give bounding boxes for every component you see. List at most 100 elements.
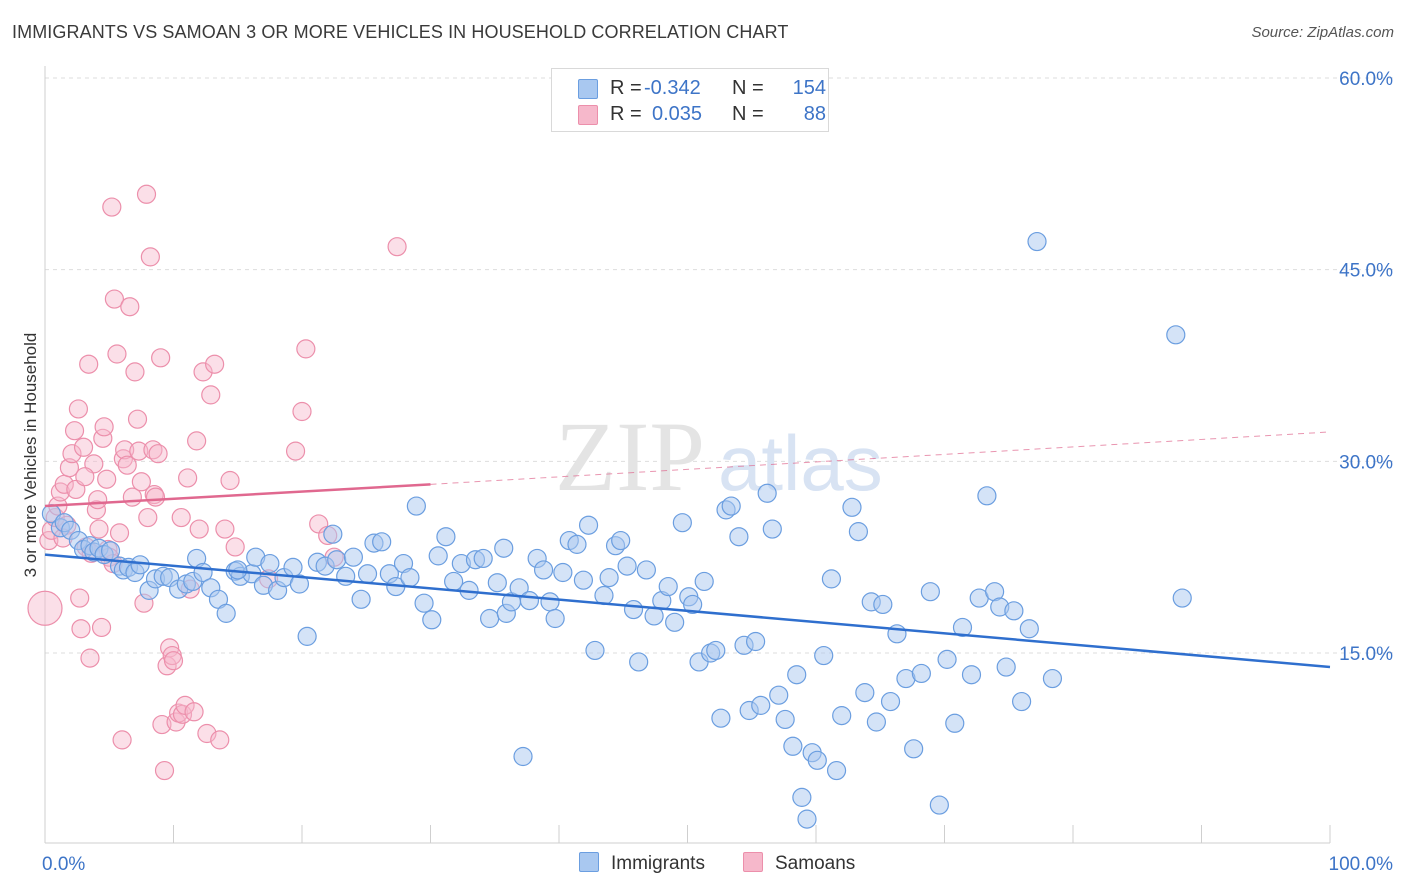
immigrants-point	[911, 663, 931, 684]
samoans-point	[131, 472, 151, 492]
immigrants-point	[428, 546, 448, 566]
samoans-point	[138, 507, 158, 528]
immigrants-point	[327, 550, 347, 570]
samoans-point	[75, 467, 95, 487]
samoans-trend-extension	[430, 431, 1331, 485]
immigrants-point	[807, 750, 827, 770]
samoans-point	[136, 184, 157, 204]
legend-swatch-immigrants	[578, 79, 598, 99]
immigrants-point	[706, 640, 726, 661]
samoans-point	[127, 409, 148, 429]
immigrants-point	[665, 612, 685, 632]
immigrants-point	[937, 649, 957, 669]
immigrants-point	[952, 617, 973, 638]
samoans-point	[225, 537, 245, 557]
immigrants-point	[945, 713, 965, 733]
immigrants-point	[351, 589, 371, 609]
samoans-point	[59, 458, 80, 478]
samoans-point	[160, 638, 180, 658]
immigrants-point	[866, 712, 886, 732]
samoans-point	[91, 617, 112, 638]
immigrants-point	[711, 708, 731, 728]
samoans-point	[140, 247, 160, 267]
samoans-point	[205, 354, 225, 374]
samoans-point	[112, 730, 132, 750]
immigrants-point	[826, 760, 847, 781]
immigrants-point	[289, 574, 310, 594]
immigrants-point	[904, 739, 924, 759]
samoans-point	[120, 297, 140, 317]
immigrants-point	[694, 571, 714, 592]
samoans-point	[107, 344, 127, 364]
samoans-points	[27, 184, 407, 781]
samoans-point	[184, 702, 204, 722]
samoans-point	[152, 714, 172, 735]
samoans-point	[220, 470, 240, 491]
immigrants-point	[400, 568, 420, 588]
samoans-point	[89, 519, 109, 539]
immigrants-point	[814, 645, 834, 666]
immigrants-point	[996, 657, 1016, 677]
samoans-point	[145, 487, 166, 507]
x-tick-label: 100.0%	[1329, 854, 1394, 875]
bottom-legend-label: Samoans	[775, 853, 856, 874]
y-tick-label: 60.0%	[1339, 69, 1393, 90]
chart-title: IMMIGRANTS VS SAMOAN 3 OR MORE VEHICLES …	[12, 22, 789, 42]
immigrants-point	[757, 483, 777, 503]
samoans-point	[151, 348, 171, 368]
immigrants-point	[623, 599, 644, 620]
immigrants-point	[343, 547, 363, 567]
immigrants-point	[617, 556, 637, 576]
immigrants-point	[629, 652, 649, 672]
immigrants-points	[41, 231, 1192, 829]
samoans-point	[201, 385, 221, 405]
immigrants-point	[721, 496, 741, 516]
samoans-point	[27, 590, 63, 626]
immigrants-point	[553, 562, 573, 583]
legend-r-label: R =	[610, 77, 642, 99]
immigrants-point	[929, 795, 949, 815]
immigrants-point	[540, 592, 560, 612]
legend-r-value: 0.035	[652, 103, 703, 125]
immigrants-point	[1172, 588, 1192, 608]
samoans-point	[215, 519, 235, 539]
immigrants-point	[487, 573, 507, 593]
legend-r-value: -0.342	[644, 77, 701, 99]
immigrants-point	[130, 555, 150, 575]
bottom-legend-swatch-samoans	[743, 852, 763, 872]
immigrants-point	[545, 608, 565, 629]
immigrants-point	[762, 519, 782, 539]
immigrants-point	[473, 548, 493, 569]
watermark: ZIP atlas	[555, 401, 883, 512]
samoans-point	[187, 431, 207, 451]
immigrants-point	[585, 640, 605, 661]
immigrants-point	[855, 683, 875, 703]
y-tick-label: 15.0%	[1339, 644, 1393, 665]
immigrants-point	[573, 570, 594, 590]
watermark-zip: ZIP	[555, 401, 705, 512]
immigrants-point	[729, 527, 749, 547]
immigrants-point	[1027, 231, 1047, 252]
immigrants-point	[422, 610, 442, 630]
samoans-point	[210, 730, 230, 750]
immigrants-point	[1042, 668, 1063, 689]
tick-labels: 15.0% 30.0% 45.0% 60.0% 0.0% 100.0%	[42, 69, 1393, 875]
immigrants-point	[480, 608, 500, 629]
bottom-legend-immigrants: Immigrants	[579, 852, 705, 875]
legend-n-value: 88	[803, 103, 826, 125]
immigrants-point	[260, 553, 280, 574]
immigrants-point	[672, 513, 692, 533]
immigrants-point	[414, 593, 434, 613]
immigrants-point	[880, 691, 901, 712]
samoans-point	[171, 507, 191, 528]
samoans-point	[178, 468, 198, 488]
trend-lines	[44, 431, 1331, 669]
immigrants-point	[792, 787, 812, 807]
immigrants-point	[787, 665, 807, 685]
stats-legend: R = -0.342 N = 154 R = 0.035 N = 88	[551, 68, 829, 132]
samoans-point	[80, 648, 100, 668]
watermark-atlas: atlas	[718, 419, 883, 507]
x-tick-label: 0.0%	[42, 854, 85, 875]
legend-swatch-samoans	[578, 105, 598, 125]
y-tick-label: 45.0%	[1339, 261, 1393, 282]
